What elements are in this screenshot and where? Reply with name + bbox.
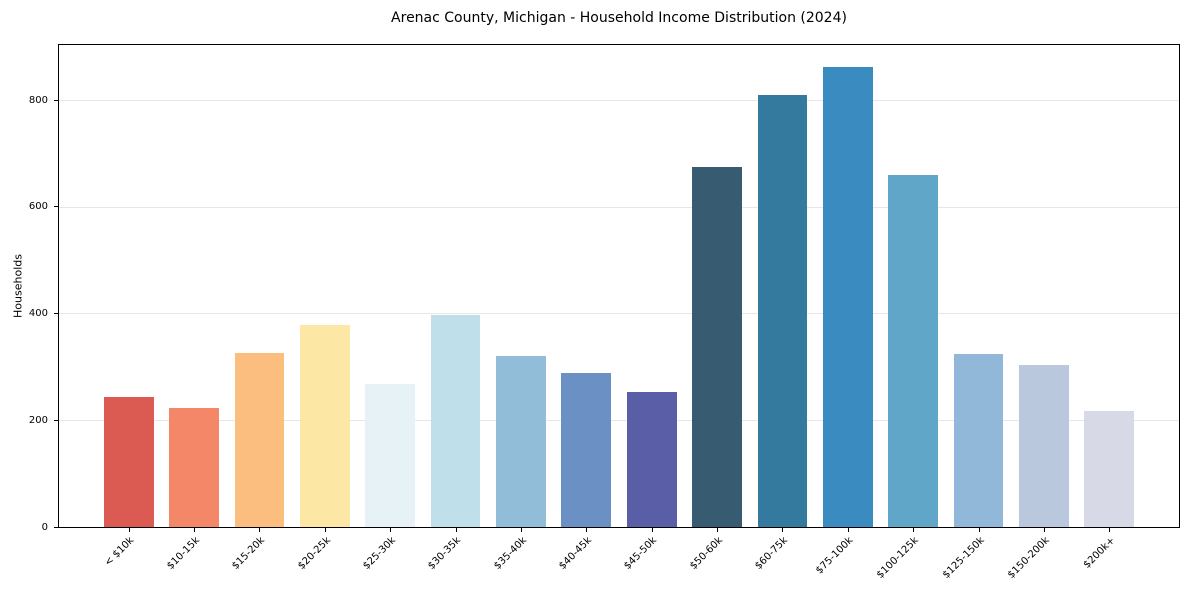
bar-75-100k <box>822 67 873 527</box>
y-tick-mark <box>54 313 58 315</box>
x-tick-label: $30-35k <box>426 535 464 572</box>
x-tick-mark <box>259 528 261 532</box>
y-tick-label: 600 <box>28 201 48 213</box>
bar-slot: $30-35k <box>423 45 488 572</box>
x-tick-label: $150-200k <box>1005 535 1052 581</box>
bar-15-20k <box>234 352 285 527</box>
x-tick-label: $45-50k <box>622 535 660 572</box>
x-tick-mark <box>194 528 196 532</box>
y-tick-label: 400 <box>28 308 48 320</box>
x-tick-label: $60-75k <box>753 535 791 572</box>
gridline-y-600 <box>59 206 1179 208</box>
bar-100-125k <box>888 175 939 527</box>
x-tick-mark <box>1109 528 1111 532</box>
x-tick-label: $35-40k <box>491 535 529 572</box>
x-tick-mark <box>913 528 915 532</box>
bar-30-35k <box>430 315 481 527</box>
x-tick-mark <box>520 528 522 532</box>
y-tick-label: 200 <box>28 415 48 427</box>
bar-slot: $100-125k <box>875 45 946 581</box>
bar-slot: $125-150k <box>940 45 1011 581</box>
x-tick-mark <box>978 528 980 532</box>
y-tick-mark <box>54 99 58 101</box>
chart-title: Arenac County, Michigan - Household Inco… <box>391 10 847 26</box>
gridline-y-200 <box>59 419 1179 421</box>
bar-slot: $15-20k <box>227 45 292 572</box>
x-tick-label: $200k+ <box>1081 535 1118 571</box>
bar-slot: $60-75k <box>750 45 815 572</box>
y-tick-label: 0 <box>41 522 48 533</box>
x-tick-mark <box>782 528 784 532</box>
x-tick-label: $25-30k <box>361 535 398 572</box>
x-tick-label: $10-15k <box>164 535 202 572</box>
x-tick-label: $50-60k <box>687 535 725 572</box>
x-tick-mark <box>847 528 849 532</box>
x-tick-mark <box>324 528 326 532</box>
bar-slot: $10-15k <box>161 45 226 572</box>
bar-slot: $45-50k <box>619 45 684 572</box>
x-tick-mark <box>586 528 588 532</box>
x-tick-label: $15-20k <box>230 535 268 572</box>
bar-200k <box>1084 411 1135 527</box>
bar-slot: $200k+ <box>1077 45 1142 571</box>
bar-20-25k <box>299 325 350 527</box>
bar-slot: < $10k <box>96 45 161 569</box>
bars-row: < $10k $10-15k $15-20k $20-25k $25-30k $30-35… <box>59 45 1179 581</box>
bar-35-40k <box>496 356 546 527</box>
grid-layer <box>59 45 1179 527</box>
bar-slot: $75-100k <box>814 45 880 576</box>
bar-25-30k <box>365 384 416 527</box>
x-tick-mark <box>390 528 392 532</box>
bar-10k <box>103 397 154 527</box>
x-tick-label: $100-125k <box>875 535 921 581</box>
x-tick-mark <box>1043 528 1045 532</box>
y-tick-mark <box>54 206 58 208</box>
bar-slot: $20-25k <box>292 45 357 572</box>
bar-slot: $25-30k <box>358 45 423 572</box>
bar-40-45k <box>561 373 612 527</box>
y-tick-mark <box>54 420 58 422</box>
gridline-y-400 <box>59 313 1179 315</box>
y-tick-label: 800 <box>28 94 48 106</box>
x-tick-mark <box>651 528 653 532</box>
y-axis: 0 200 400 600 800 <box>0 44 58 533</box>
bar-150-200k <box>1019 364 1069 527</box>
bar-50-60k <box>692 167 742 527</box>
plot-area: < $10k $10-15k $15-20k $20-25k $25-30k $30-35… <box>58 44 1180 581</box>
x-tick-label: $40-45k <box>557 535 595 572</box>
bar-slot: $40-45k <box>554 45 619 572</box>
y-tick-mark <box>54 527 58 528</box>
bar-slot: $35-40k <box>488 45 553 572</box>
bar-45-50k <box>626 391 677 527</box>
x-tick-label: $125-150k <box>940 535 987 581</box>
x-tick-label: $75-100k <box>814 535 856 577</box>
x-tick-mark <box>128 528 130 532</box>
x-tick-label: < $10k <box>102 535 137 569</box>
x-tick-mark <box>717 528 719 532</box>
bar-125-150k <box>953 354 1004 527</box>
x-tick-label: $20-25k <box>295 535 333 572</box>
x-tick-mark <box>455 528 457 532</box>
gridline-y-800 <box>59 100 1179 102</box>
bar-10-15k <box>169 408 219 527</box>
bar-slot: $50-60k <box>684 45 749 572</box>
bar-slot: $150-200k <box>1006 45 1076 581</box>
bar-60-75k <box>757 95 808 527</box>
